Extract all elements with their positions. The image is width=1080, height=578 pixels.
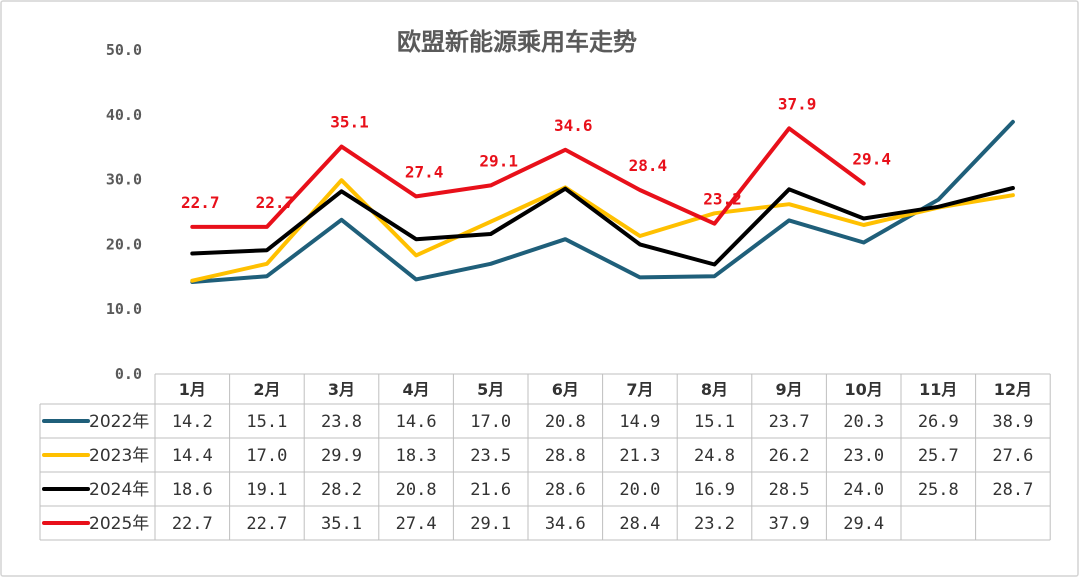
table-cell: 27.6 [992, 446, 1033, 466]
series-name: 2023年 [89, 446, 149, 466]
table-cell: 37.9 [769, 514, 810, 534]
data-label: 28.4 [629, 156, 668, 175]
table-cell: 15.1 [694, 412, 735, 432]
series-line [190, 178, 1015, 283]
table-cell: 28.7 [992, 480, 1033, 500]
x-category-label: 6月 [552, 380, 579, 399]
x-category-label: 11月 [919, 380, 957, 399]
data-label: 22.7 [181, 193, 220, 212]
data-label: 35.1 [330, 113, 369, 132]
table-cell: 26.9 [918, 412, 959, 432]
table-cell: 28.2 [321, 480, 362, 500]
table-cell: 21.6 [470, 480, 511, 500]
x-category-label: 8月 [701, 380, 728, 399]
table-cell: 27.4 [396, 514, 437, 534]
table-cell: 14.4 [172, 446, 213, 466]
table-cell: 16.9 [694, 480, 735, 500]
data-label: 29.1 [479, 151, 518, 170]
data-labels: 22.7 22.7 35.1 27.4 29.1 34.6 28.4 23.2 37.9 29.4 [181, 94, 891, 211]
table-cell: 35.1 [321, 514, 362, 534]
table-cell: 20.8 [396, 480, 437, 500]
table-cell: 38.9 [992, 412, 1033, 432]
table-cell: 34.6 [545, 514, 586, 534]
table-cell: 15.1 [246, 412, 287, 432]
y-tick-label: 0.0 [115, 365, 142, 383]
table-cell: 25.8 [918, 480, 959, 500]
table-cell: 28.6 [545, 480, 586, 500]
table-cell: 29.1 [470, 514, 511, 534]
x-category-label: 9月 [776, 380, 803, 399]
data-label: 23.2 [703, 190, 742, 209]
table-cell: 20.0 [619, 480, 660, 500]
table-cell: 18.3 [396, 446, 437, 466]
y-tick-label: 40.0 [106, 106, 142, 124]
table-cell: 23.2 [694, 514, 735, 534]
series-lines [190, 119, 1015, 284]
x-category-label: 4月 [403, 380, 430, 399]
y-tick-label: 30.0 [106, 171, 142, 189]
table-cell: 19.1 [246, 480, 287, 500]
x-category-label: 1月 [179, 380, 206, 399]
table-cell: 28.8 [545, 446, 586, 466]
table-cell: 23.8 [321, 412, 362, 432]
table-cell: 24.8 [694, 446, 735, 466]
data-label: 37.9 [778, 94, 817, 113]
x-category-label: 12月 [994, 380, 1032, 399]
table-cell: 28.5 [769, 480, 810, 500]
table-cell: 23.0 [843, 446, 884, 466]
series-line [190, 186, 1015, 267]
data-label: 22.7 [256, 193, 295, 212]
x-category-label: 7月 [626, 380, 653, 399]
table-cell: 14.2 [172, 412, 213, 432]
y-tick-label: 20.0 [106, 235, 142, 253]
table-cell: 14.9 [619, 412, 660, 432]
data-label: 27.4 [405, 162, 444, 181]
data-label: 29.4 [852, 149, 891, 168]
series-name: 2024年 [89, 480, 149, 500]
series-name: 2022年 [89, 412, 149, 432]
x-category-label: 5月 [477, 380, 504, 399]
table-cell: 26.2 [769, 446, 810, 466]
table-cell: 23.7 [769, 412, 810, 432]
table-cell: 22.7 [246, 514, 287, 534]
data-label: 34.6 [554, 116, 593, 135]
table-cell: 14.6 [396, 412, 437, 432]
table-cell: 24.0 [843, 480, 884, 500]
table-cell: 21.3 [619, 446, 660, 466]
table-cell: 23.5 [470, 446, 511, 466]
table-cell: 25.7 [918, 446, 959, 466]
table-cell: 22.7 [172, 514, 213, 534]
series-name: 2025年 [89, 514, 149, 534]
table-cell: 20.3 [843, 412, 884, 432]
x-category-label: 10月 [845, 380, 883, 399]
table-cell: 17.0 [246, 446, 287, 466]
table-cell: 29.9 [321, 446, 362, 466]
y-axis-tick-labels: 0.0 10.0 20.0 30.0 40.0 50.0 [106, 41, 142, 383]
table-cell: 18.6 [172, 480, 213, 500]
y-tick-label: 10.0 [106, 300, 142, 318]
table-cell: 28.4 [619, 514, 660, 534]
table-cell: 29.4 [843, 514, 884, 534]
table-cell: 20.8 [545, 412, 586, 432]
data-table: 1月 2月 3月 4月 5月 6月 7月 8月 9月 10月 11月 12月 2022年 14.2 15.1… [39, 373, 1051, 541]
series-line [190, 126, 866, 229]
x-category-label: 2月 [253, 380, 280, 399]
series-line [190, 119, 1015, 284]
y-tick-label: 50.0 [106, 41, 142, 59]
table-cell: 17.0 [470, 412, 511, 432]
x-category-label: 3月 [328, 380, 355, 399]
chart-title: 欧盟新能源乘用车走势 [397, 28, 637, 56]
